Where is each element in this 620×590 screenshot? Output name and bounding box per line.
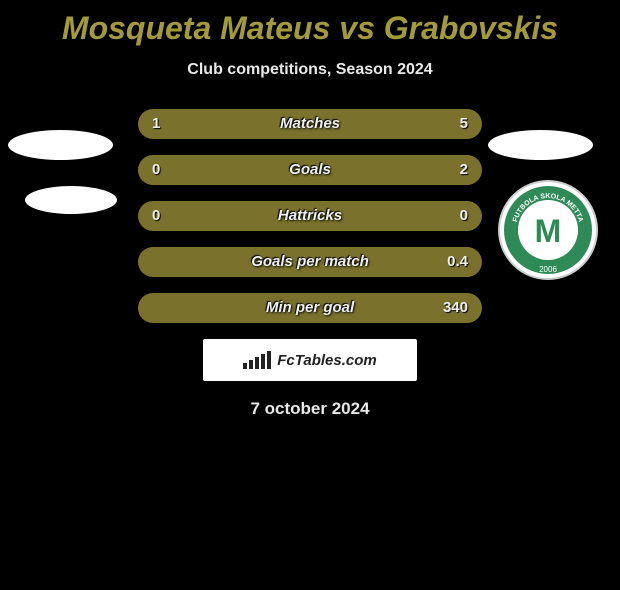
stat-row: 0.4Goals per match bbox=[0, 247, 620, 277]
page-title: Mosqueta Mateus vs Grabovskis bbox=[0, 10, 620, 47]
stat-row: 340Min per goal bbox=[0, 293, 620, 323]
stat-bar: 340Min per goal bbox=[138, 293, 482, 323]
stat-label: Min per goal bbox=[138, 293, 482, 323]
stat-label: Goals per match bbox=[138, 247, 482, 277]
mini-bar bbox=[261, 354, 265, 369]
mini-bar bbox=[243, 363, 247, 369]
mini-bar bbox=[249, 360, 253, 369]
stat-bar: 00Hattricks bbox=[138, 201, 482, 231]
stat-label: Hattricks bbox=[138, 201, 482, 231]
stat-rows: 15Matches 02Goals 00Hattricks 0.4Goals per … bbox=[0, 109, 620, 323]
stat-row: 02Goals bbox=[0, 155, 620, 185]
stat-label: Matches bbox=[138, 109, 482, 139]
mini-bar bbox=[255, 357, 259, 369]
comparison-card: Mosqueta Mateus vs Grabovskis Club compe… bbox=[0, 10, 620, 419]
stat-row: 00Hattricks bbox=[0, 201, 620, 231]
subtitle: Club competitions, Season 2024 bbox=[0, 61, 620, 79]
fctables-label: FcTables.com bbox=[277, 352, 376, 369]
stat-bar: 0.4Goals per match bbox=[138, 247, 482, 277]
mini-bar bbox=[267, 351, 271, 369]
stat-row: 15Matches bbox=[0, 109, 620, 139]
stat-label: Goals bbox=[138, 155, 482, 185]
stat-bar: 15Matches bbox=[138, 109, 482, 139]
fctables-watermark: FcTables.com bbox=[203, 339, 417, 381]
date-label: 7 october 2024 bbox=[0, 399, 620, 419]
bar-chart-icon bbox=[243, 351, 271, 369]
stat-bar: 02Goals bbox=[138, 155, 482, 185]
